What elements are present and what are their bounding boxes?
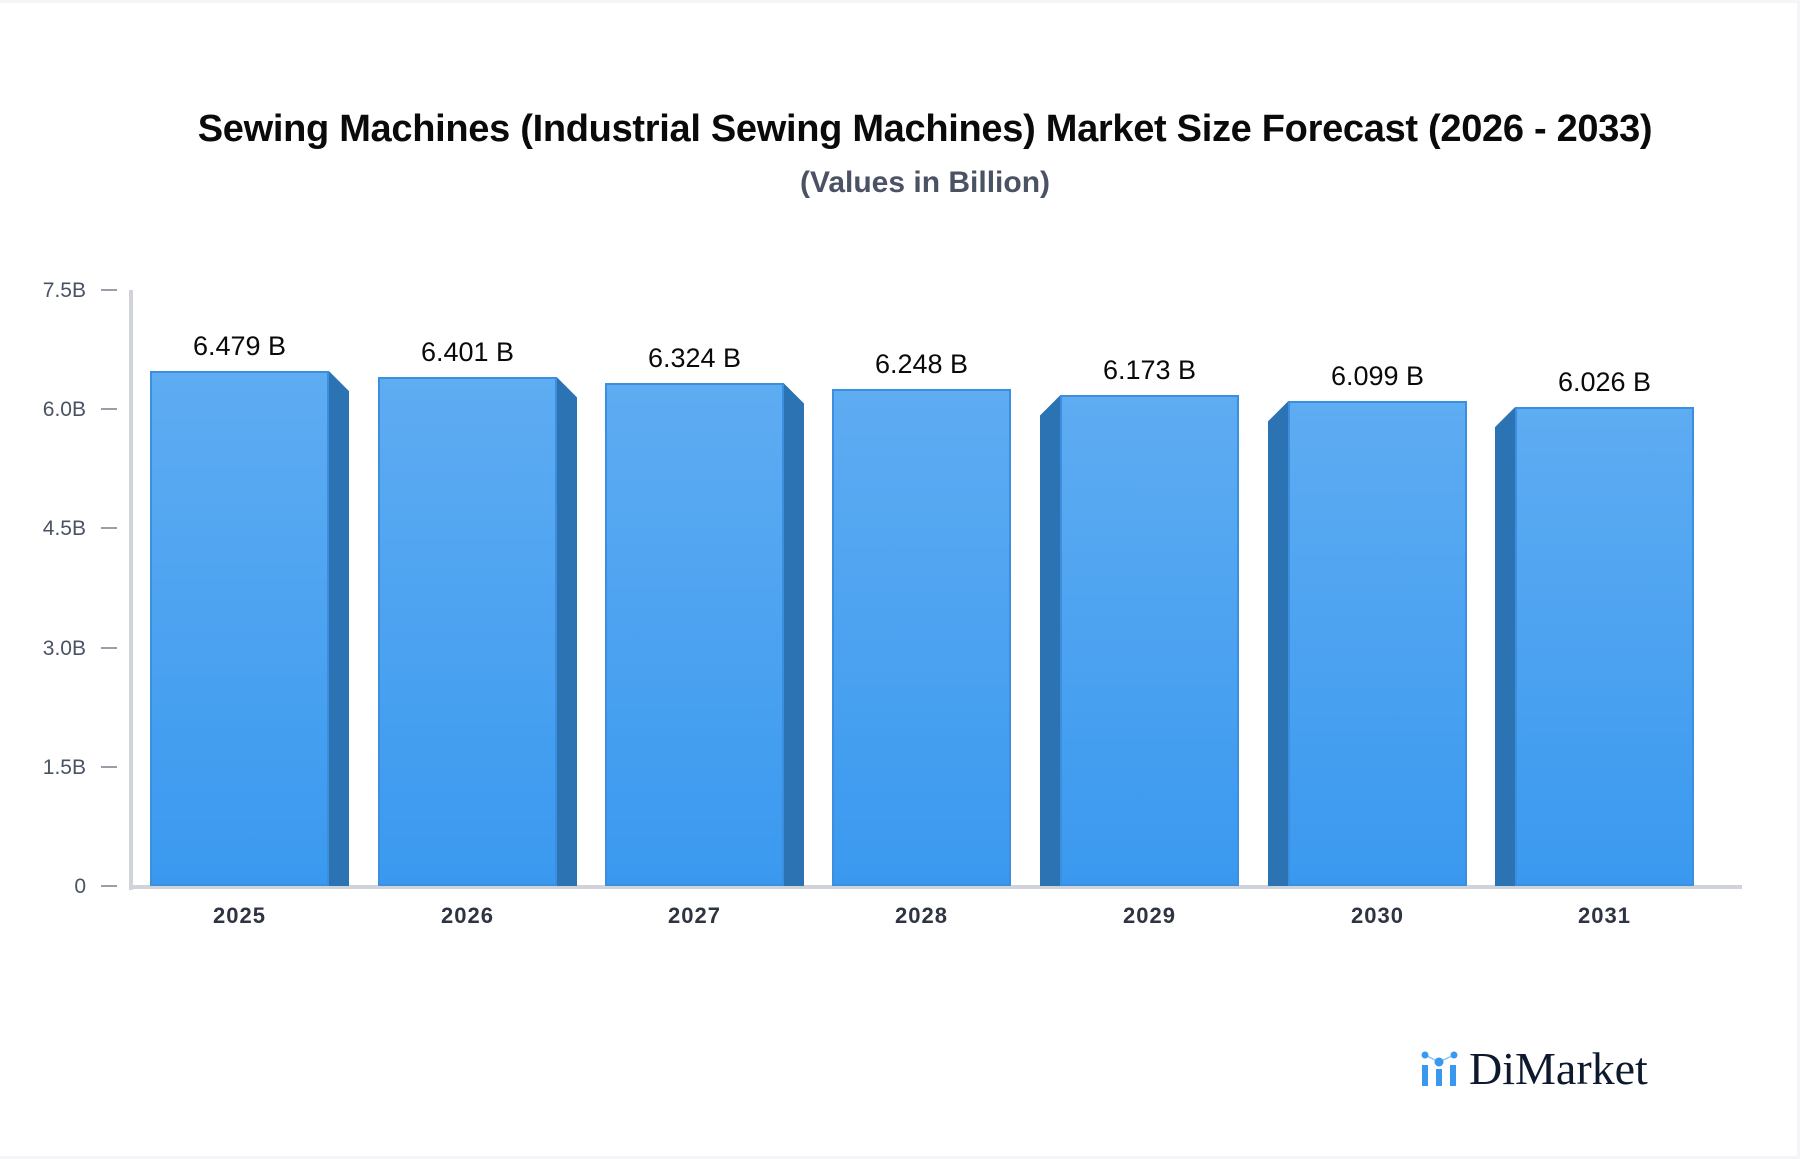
y-axis-line bbox=[129, 290, 133, 890]
y-tick-label: 6.0B bbox=[42, 398, 86, 422]
bar-side-face bbox=[1040, 395, 1060, 886]
bar-side-face bbox=[1495, 407, 1515, 886]
bar-side-face bbox=[784, 383, 804, 886]
x-tick-label: 2026 bbox=[441, 903, 494, 928]
bar-2026[interactable]: 6.401 B bbox=[378, 337, 577, 886]
bar-front-face bbox=[1515, 407, 1694, 886]
bar-value-label: 6.479 B bbox=[192, 331, 287, 362]
bar-value-label: 6.173 B bbox=[1102, 355, 1197, 386]
x-tick-label: 2027 bbox=[668, 903, 721, 928]
bar-2027[interactable]: 6.324 B bbox=[605, 343, 804, 886]
x-tick-label: 2030 bbox=[1351, 903, 1404, 928]
bar-2028[interactable]: 6.248 B bbox=[832, 349, 1011, 886]
x-tick-label: 2029 bbox=[1123, 903, 1176, 928]
bar-side-face bbox=[329, 371, 349, 886]
brand-logo: DiMarket bbox=[1421, 1046, 1648, 1092]
y-tick: 3.0B bbox=[0, 637, 118, 668]
bar-value-label: 6.401 B bbox=[420, 337, 515, 368]
x-axis-line bbox=[129, 885, 1742, 889]
y-tick-label: 7.5B bbox=[42, 279, 86, 302]
y-tick-mark bbox=[101, 765, 117, 768]
bar-value-label: 6.026 B bbox=[1557, 367, 1652, 398]
y-tick-label: 0 bbox=[74, 875, 86, 898]
y-tick: 6.0B bbox=[0, 398, 118, 429]
y-tick: 0 bbox=[0, 875, 118, 906]
bar-front-face bbox=[605, 383, 784, 886]
bar-value-label: 6.248 B bbox=[874, 349, 969, 380]
bar-2025[interactable]: 6.479 B bbox=[150, 331, 349, 886]
bar-front-face bbox=[1060, 395, 1239, 886]
bar-2031[interactable]: 6.026 B bbox=[1495, 367, 1694, 886]
y-tick-mark bbox=[101, 646, 117, 649]
y-tick-mark bbox=[101, 527, 117, 530]
bar-2029[interactable]: 6.173 B bbox=[1040, 355, 1239, 886]
chart-title: Sewing Machines (Industrial Sewing Machi… bbox=[197, 108, 1653, 150]
x-tick-label: 2028 bbox=[895, 903, 948, 928]
y-tick: 4.5B bbox=[0, 517, 118, 548]
y-tick: 7.5B bbox=[0, 279, 118, 310]
y-tick-label: 1.5B bbox=[42, 755, 86, 779]
bar-front-face bbox=[150, 371, 329, 886]
x-tick-label: 2031 bbox=[1578, 903, 1631, 928]
y-tick-mark bbox=[101, 885, 117, 887]
bar-front-face bbox=[832, 389, 1011, 886]
bar-side-face bbox=[557, 377, 577, 886]
bar-chart-dots-icon bbox=[1421, 1051, 1458, 1086]
bar-value-label: 6.324 B bbox=[647, 343, 742, 374]
brand-name: DiMarket bbox=[1469, 1043, 1648, 1094]
bar-side-face bbox=[1268, 401, 1288, 886]
x-tick-label: 2025 bbox=[213, 903, 266, 928]
y-tick-label: 3.0B bbox=[42, 636, 86, 660]
bar-2030[interactable]: 6.099 B bbox=[1268, 361, 1467, 886]
bar-value-label: 6.099 B bbox=[1330, 361, 1425, 392]
bar-front-face bbox=[1288, 401, 1467, 886]
y-tick: 1.5B bbox=[0, 756, 118, 787]
y-tick-label: 4.5B bbox=[42, 517, 86, 541]
chart-subtitle: (Values in Billion) bbox=[799, 166, 1051, 199]
y-tick-mark bbox=[101, 408, 117, 411]
bar-front-face bbox=[378, 377, 557, 886]
y-tick-mark bbox=[101, 289, 117, 291]
